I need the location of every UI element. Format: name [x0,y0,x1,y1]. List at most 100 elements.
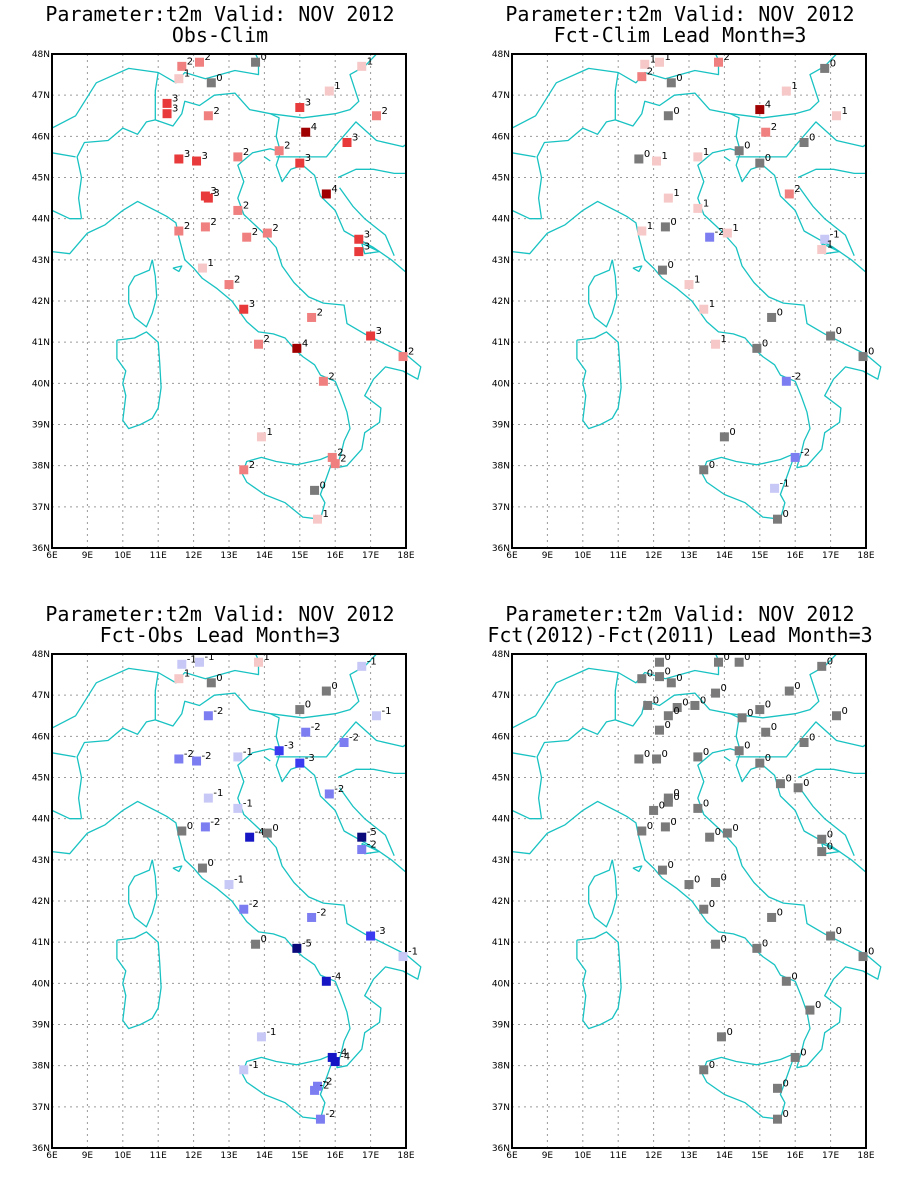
coastline [697,748,882,1069]
lat-tick-label: 38N [32,462,50,472]
lon-tick-label: 13E [680,1151,697,1161]
coastline [51,752,76,758]
coastline [799,187,855,256]
station-value-label: -1 [367,656,377,667]
station-value-label: -2 [323,1076,333,1087]
station-value-label: 0 [207,858,213,869]
lat-tick-label: 37N [492,1103,510,1113]
station-value-label: -1 [205,652,215,663]
station-value-label: 2 [272,223,278,234]
lon-tick-label: 16E [327,551,344,561]
map-frame [511,53,867,549]
coastline [736,121,867,158]
lon-tick-label: 13E [220,551,237,561]
station-value-label: 0 [261,52,267,63]
station-marker [722,228,732,238]
station-marker [784,189,794,199]
station-value-label: 3 [249,299,255,310]
coastline [51,152,76,158]
lon-tick-label: 14E [716,1151,733,1161]
station-value-label: 2 [340,454,346,465]
station-value-label: 2 [284,141,290,152]
station-value-label: -4 [340,1052,350,1063]
station-marker [321,189,331,199]
station-value-label: 0 [667,860,673,871]
station-marker [637,674,647,684]
lat-tick-label: 40N [32,979,50,989]
coastline [276,721,407,758]
lon-tick-label: 10E [574,551,591,561]
grid-lines [52,54,406,548]
station-value-label: -4 [337,1047,347,1058]
station-value-label: 0 [216,673,222,684]
station-marker [781,976,791,986]
station-marker [206,78,216,88]
coastline [511,809,542,820]
station-value-label: 0 [777,307,783,318]
coastline [51,800,351,1068]
coastline [339,787,395,856]
station-value-label: 0 [673,792,679,803]
station-marker [162,109,172,119]
station-marker [684,880,694,890]
station-marker [366,931,376,941]
station-value-label: 2 [205,52,211,63]
station-value-label: 1 [694,275,700,286]
lon-tick-label: 13E [680,551,697,561]
lon-tick-label: 15E [291,1151,308,1161]
station-marker [711,877,721,887]
station-marker [224,280,234,290]
station-marker [790,452,800,462]
station-marker [239,465,249,475]
station-value-label: 0 [783,1109,789,1120]
coastline [724,756,731,762]
station-value-label: -4 [331,971,341,982]
station-marker [262,228,272,238]
station-marker [652,754,662,764]
coastline [614,672,619,720]
coastline [511,152,536,158]
station-marker [640,59,650,69]
station-value-label: -2 [334,784,344,795]
station-value-label: 4 [302,338,308,349]
coastline [797,168,866,179]
station-marker [310,485,320,495]
station-value-label: -2 [791,371,801,382]
lon-tick-label: 18E [857,551,874,561]
station-marker [203,111,213,121]
lat-tick-label: 41N [32,938,50,948]
station-value-label: 0 [670,217,676,228]
station-marker [799,738,809,748]
station-value-label: -1 [249,1060,259,1071]
coastlines [51,53,422,520]
coastline [730,53,837,119]
lat-tick-label: 40N [32,379,50,389]
lon-tick-label: 15E [291,551,308,561]
station-value-label: 0 [659,800,665,811]
lat-tick-label: 39N [492,421,510,431]
station-value-label: -1 [243,747,253,758]
coastline [632,265,643,273]
coastline [172,265,183,273]
station-value-label: 1 [264,652,270,663]
station-markers: 0 0 0 0 0 0 0 0 0 0 0 0 0 0 0 0 0 0 0 0 0 0 0 0 0 0 0 0 0 0 0 0 0 0 0 0 0 0 0 0… [634,652,874,1124]
station-marker [177,826,187,836]
station-value-label: 2 [243,200,249,211]
coastline [588,259,618,328]
station-marker [177,659,187,669]
station-value-label: -3 [305,753,315,764]
station-value-label: 1 [266,427,272,438]
station-value-label: -1 [266,1027,276,1038]
station-marker [330,1057,340,1067]
station-value-label: 2 [210,217,216,228]
station-value-label: 0 [765,700,771,711]
station-value-label: 1 [721,334,727,345]
station-value-label: 0 [744,741,750,752]
station-value-label: -1 [408,947,418,958]
station-value-label: 0 [777,907,783,918]
station-value-label: 1 [673,188,679,199]
station-marker [767,912,777,922]
station-value-label: 0 [724,652,730,663]
station-marker [699,465,709,475]
